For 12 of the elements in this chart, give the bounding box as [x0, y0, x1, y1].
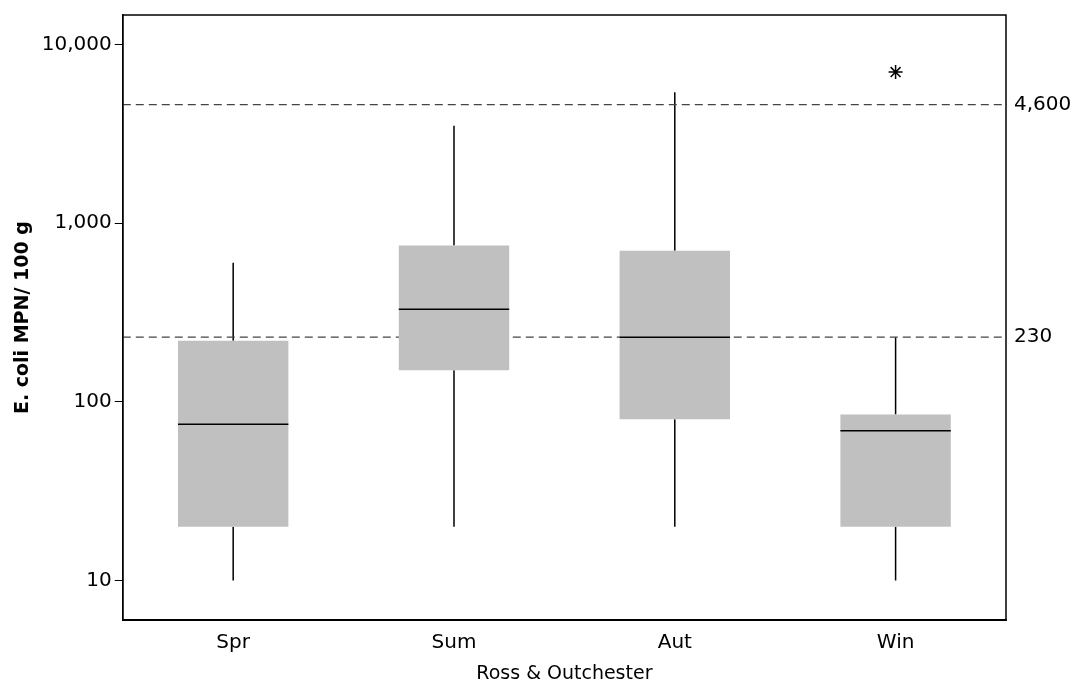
- y-tick-label: 10: [86, 566, 112, 591]
- x-tick-label: Spr: [216, 629, 251, 654]
- y-tick-label: 100: [73, 388, 112, 413]
- ref-line-label: 4,600: [1014, 90, 1072, 115]
- y-axis-title: E. coli MPN/ 100 g: [10, 221, 33, 415]
- y-tick-label: 1,000: [54, 209, 112, 234]
- x-tick-label: Aut: [657, 629, 693, 654]
- y-tick-label: 10,000: [41, 30, 112, 55]
- x-tick-label: Win: [876, 629, 915, 654]
- x-axis-title: Ross & Outchester: [476, 660, 653, 683]
- ref-line-label: 230: [1014, 323, 1053, 348]
- x-tick-label: Sum: [431, 629, 477, 654]
